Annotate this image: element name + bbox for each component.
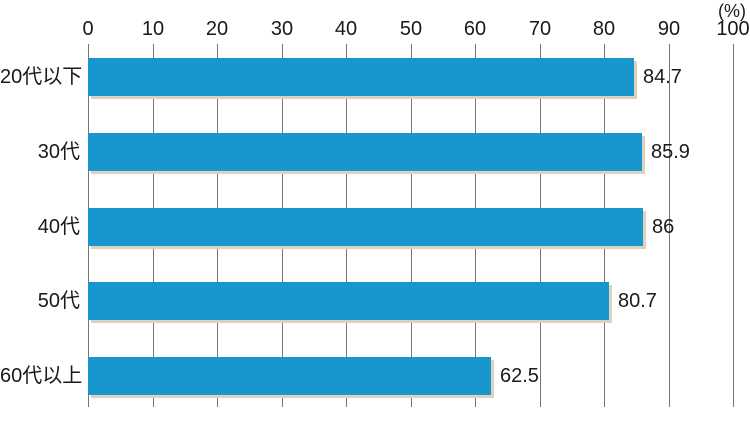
bar xyxy=(88,282,609,320)
category-label: 20代以下 xyxy=(0,66,83,88)
bar xyxy=(88,357,491,395)
bar xyxy=(88,208,643,246)
value-label: 84.7 xyxy=(643,66,682,88)
x-tick-label-0: 0 xyxy=(82,18,94,40)
bar xyxy=(88,58,634,96)
value-label: 62.5 xyxy=(500,365,539,387)
x-tick-label-100: 100 xyxy=(716,18,750,40)
gridline-100 xyxy=(733,44,734,407)
x-tick-label-50: 50 xyxy=(399,18,423,40)
gridline-90 xyxy=(669,44,670,407)
value-label: 85.9 xyxy=(651,141,690,163)
category-label: 60代以上 xyxy=(0,365,83,387)
x-tick-label-40: 40 xyxy=(334,18,358,40)
value-label: 80.7 xyxy=(618,290,657,312)
bar xyxy=(88,133,642,171)
category-label: 30代 xyxy=(37,141,80,163)
value-label: 86 xyxy=(652,216,675,238)
category-label: 40代 xyxy=(37,216,80,238)
x-tick-label-30: 30 xyxy=(270,18,294,40)
x-tick-label-20: 20 xyxy=(205,18,229,40)
x-tick-label-70: 70 xyxy=(528,18,552,40)
x-tick-label-60: 60 xyxy=(463,18,487,40)
category-label: 50代 xyxy=(37,290,80,312)
x-tick-label-90: 90 xyxy=(657,18,681,40)
x-tick-label-10: 10 xyxy=(141,18,165,40)
x-tick-label-80: 80 xyxy=(592,18,616,40)
axis-unit-label: (%) xyxy=(718,1,746,21)
